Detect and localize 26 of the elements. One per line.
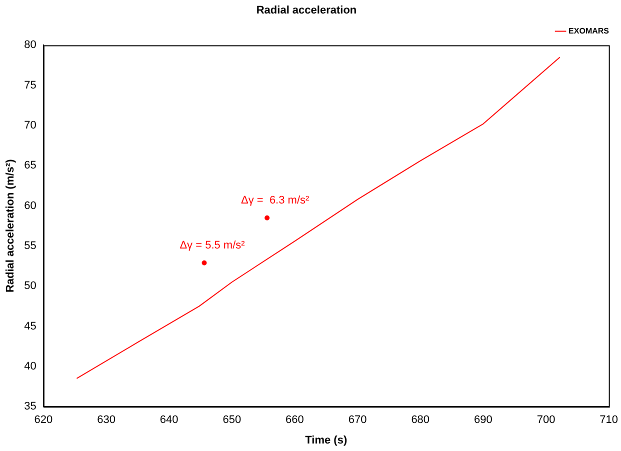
y-tick-label: 60 bbox=[24, 200, 36, 212]
x-tick-label: 690 bbox=[474, 414, 492, 426]
y-tick-label: 40 bbox=[24, 360, 36, 372]
x-tick-label: 650 bbox=[222, 414, 242, 426]
y-tick-label: 55 bbox=[24, 240, 36, 252]
x-axis-title: Time (s) bbox=[305, 434, 348, 446]
x-tick-label: 710 bbox=[600, 414, 618, 426]
annotation: Δγ = 5.5 m/s² bbox=[180, 239, 246, 252]
y-axis-title: Radial acceleration (m/s²) bbox=[4, 158, 17, 293]
x-tick-label: 660 bbox=[286, 414, 304, 426]
y-tick-label: 70 bbox=[24, 120, 36, 132]
x-tick-label: 680 bbox=[411, 414, 430, 426]
chart-title: Radial acceleration bbox=[256, 4, 357, 17]
y-tick-label: 35 bbox=[24, 400, 36, 413]
annotation: Δγ = 6.3 m/s² bbox=[240, 194, 310, 206]
y-tick-label: 75 bbox=[24, 79, 36, 92]
y-tick-label: 45 bbox=[24, 320, 36, 332]
y-tick-label: 80 bbox=[24, 39, 36, 52]
y-tick-label: 65 bbox=[24, 160, 36, 172]
legend-label: EXOMARS bbox=[568, 26, 610, 36]
y-tick-label: 50 bbox=[24, 280, 36, 292]
x-tick-label: 620 bbox=[34, 414, 53, 426]
x-tick-label: 700 bbox=[536, 414, 556, 426]
x-tick-label: 630 bbox=[97, 414, 116, 426]
x-tick-label: 670 bbox=[348, 414, 367, 426]
x-tick-label: 640 bbox=[160, 414, 178, 426]
